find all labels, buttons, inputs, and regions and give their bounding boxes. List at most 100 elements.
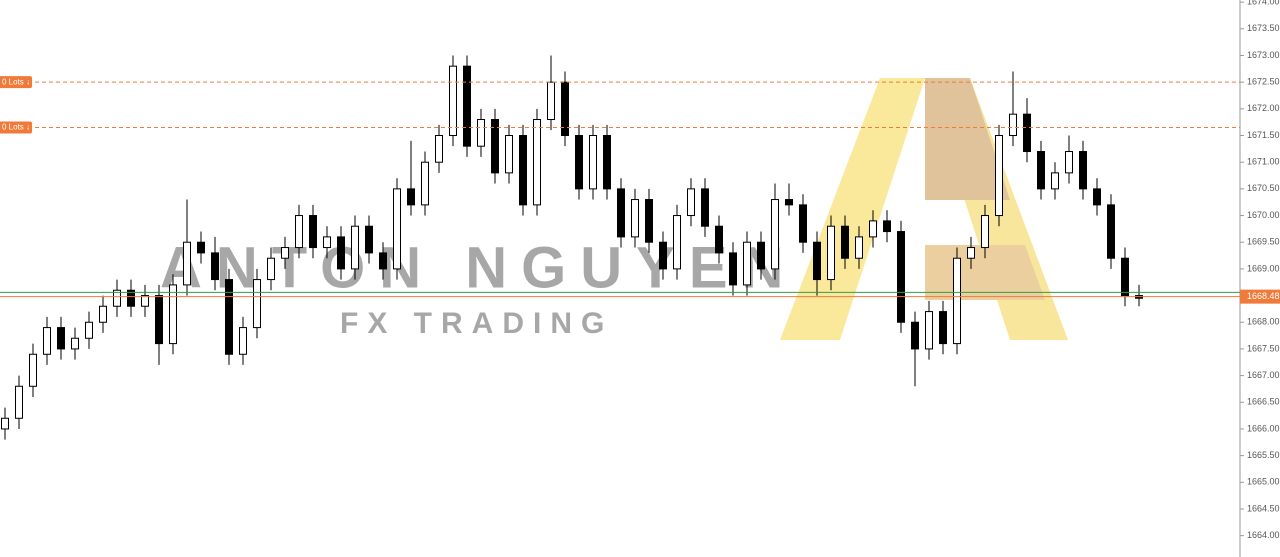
candle-body bbox=[869, 220, 877, 238]
candle-body bbox=[421, 161, 429, 206]
price-tag bbox=[1240, 289, 1280, 304]
candle-body bbox=[785, 199, 793, 206]
candle-body bbox=[337, 236, 345, 270]
candle-body bbox=[729, 252, 737, 286]
candle-body bbox=[827, 225, 835, 281]
candle-body bbox=[1037, 151, 1045, 190]
y-tick-label: 1669.50 bbox=[1247, 237, 1280, 247]
y-tick-label: 1672.50 bbox=[1247, 77, 1280, 87]
candle-body bbox=[687, 188, 695, 217]
candle-body bbox=[309, 215, 317, 249]
candle-body bbox=[519, 135, 527, 206]
candle-body bbox=[673, 215, 681, 270]
y-tick-label: 1672.00 bbox=[1247, 103, 1280, 113]
candle-body bbox=[939, 311, 947, 345]
candle-body bbox=[505, 135, 513, 174]
candle-body bbox=[295, 215, 303, 249]
candle-body bbox=[841, 225, 849, 259]
y-tick-label: 1670.50 bbox=[1247, 183, 1280, 193]
y-tick-label: 1664.00 bbox=[1247, 530, 1280, 540]
candle-body bbox=[1, 417, 9, 430]
candle-body bbox=[29, 353, 37, 387]
order-tag-label: 0 Lots ↓ bbox=[2, 77, 30, 86]
candle-body bbox=[813, 241, 821, 281]
candle-body bbox=[183, 241, 191, 286]
candle-body bbox=[351, 225, 359, 270]
candle-body bbox=[449, 65, 457, 137]
candle-body bbox=[239, 327, 247, 355]
candle-body bbox=[323, 236, 331, 249]
candle-body bbox=[211, 252, 219, 281]
candle-body bbox=[533, 119, 541, 206]
candle-body bbox=[1009, 113, 1017, 137]
watermark-subtitle: FX TRADING bbox=[340, 307, 613, 340]
y-tick-label: 1673.50 bbox=[1247, 23, 1280, 33]
candle-body bbox=[169, 284, 177, 345]
candle-body bbox=[659, 241, 667, 270]
candle-body bbox=[225, 279, 233, 355]
candle-body bbox=[267, 257, 275, 281]
y-tick-label: 1666.00 bbox=[1247, 423, 1280, 433]
order-tag-label: 0 Lots ↓ bbox=[2, 123, 30, 132]
candle-body bbox=[1023, 113, 1031, 153]
candle-body bbox=[617, 188, 625, 238]
candle-body bbox=[883, 220, 891, 233]
candle-body bbox=[855, 236, 863, 259]
candle-body bbox=[589, 135, 597, 190]
y-tick-label: 1673.00 bbox=[1247, 50, 1280, 60]
candle-body bbox=[379, 252, 387, 270]
y-tick-label: 1664.50 bbox=[1247, 503, 1280, 513]
y-tick-label: 1667.50 bbox=[1247, 343, 1280, 353]
y-tick-label: 1671.50 bbox=[1247, 130, 1280, 140]
candle-body bbox=[967, 247, 975, 259]
candle-body bbox=[547, 81, 555, 121]
candle-body bbox=[491, 119, 499, 174]
candle-body bbox=[253, 279, 261, 329]
candle-body bbox=[1107, 204, 1115, 259]
order-tag bbox=[0, 76, 32, 89]
candle-body bbox=[701, 188, 709, 227]
candle-body bbox=[603, 135, 611, 190]
candle-body bbox=[715, 225, 723, 254]
candle-body bbox=[113, 289, 121, 307]
candle-body bbox=[953, 257, 961, 345]
candle-body bbox=[631, 199, 639, 238]
candle-body bbox=[477, 119, 485, 147]
y-tick-label: 1668.00 bbox=[1247, 317, 1280, 327]
y-tick-label: 1669.00 bbox=[1247, 263, 1280, 273]
y-tick-label: 1670.00 bbox=[1247, 210, 1280, 220]
price-tag-label: 1668.48 bbox=[1247, 291, 1280, 301]
candle-body bbox=[561, 81, 569, 137]
candle-body bbox=[771, 199, 779, 270]
candle-body bbox=[15, 385, 23, 419]
candle-body bbox=[57, 327, 65, 350]
candle-body bbox=[1051, 172, 1059, 190]
candle-body bbox=[575, 135, 583, 190]
candle-body bbox=[799, 204, 807, 243]
y-tick-label: 1667.00 bbox=[1247, 370, 1280, 380]
y-tick-label: 1671.00 bbox=[1247, 157, 1280, 167]
candle-body bbox=[995, 135, 1003, 217]
candle-body bbox=[897, 231, 905, 323]
order-tag bbox=[0, 121, 32, 134]
candle-body bbox=[645, 199, 653, 243]
candle-body bbox=[99, 305, 107, 323]
candle-body bbox=[141, 295, 149, 307]
y-tick-label: 1665.00 bbox=[1247, 477, 1280, 487]
candle-body bbox=[365, 225, 373, 254]
candle-body bbox=[911, 321, 919, 350]
candle-body bbox=[743, 241, 751, 286]
candle-body bbox=[85, 321, 93, 339]
candle-body bbox=[463, 65, 471, 147]
candle-body bbox=[757, 241, 765, 270]
candle-body bbox=[71, 337, 79, 350]
y-tick-label: 1674.00 bbox=[1247, 0, 1280, 7]
candle-body bbox=[1093, 188, 1101, 206]
candle-body bbox=[127, 289, 135, 307]
candle-body bbox=[1079, 151, 1087, 190]
candle-body bbox=[393, 188, 401, 270]
candle-body bbox=[925, 311, 933, 350]
candle-body bbox=[407, 188, 415, 206]
logo-shade bbox=[925, 78, 1010, 200]
